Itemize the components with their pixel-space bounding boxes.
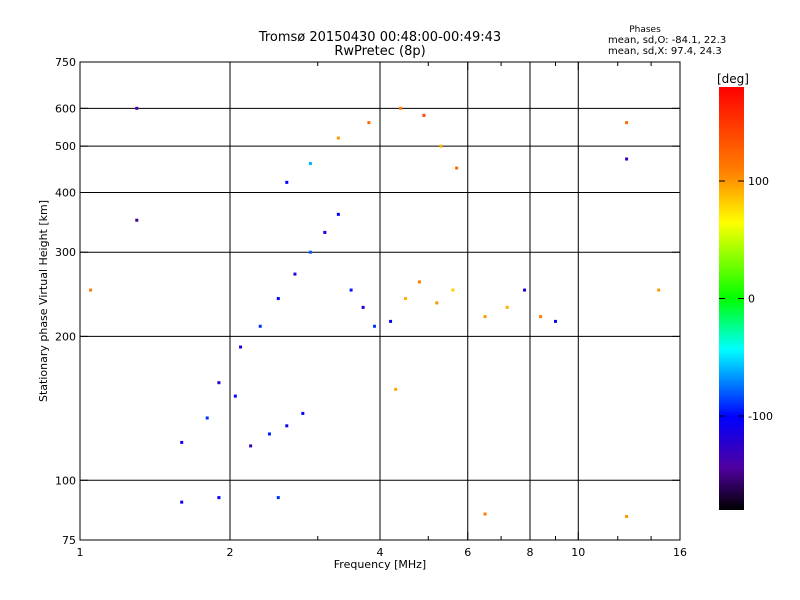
data-point	[625, 514, 629, 518]
data-point	[483, 512, 487, 516]
data-point	[399, 106, 403, 110]
data-point	[553, 319, 557, 323]
stats-header: Phases	[629, 25, 661, 35]
data-point	[258, 324, 262, 328]
data-point	[336, 212, 340, 216]
x-tick-label: 4	[377, 546, 384, 559]
x-tick-label: 16	[673, 546, 687, 559]
data-point	[523, 288, 527, 292]
data-point	[625, 157, 629, 161]
stats-line-o: mean, sd,O: -84.1, 22.3	[608, 35, 726, 46]
x-tick-label: 1	[77, 546, 84, 559]
data-point	[403, 297, 407, 301]
y-tick-label: 200	[55, 330, 76, 343]
y-tick-label: 500	[55, 140, 76, 153]
data-point	[285, 180, 289, 184]
data-point	[285, 424, 289, 428]
data-point	[367, 121, 371, 125]
x-tick-label: 2	[227, 546, 234, 559]
colorbar-tick-label: 0	[748, 293, 755, 306]
colorbar-label: [deg]	[717, 72, 749, 86]
data-point	[394, 387, 398, 391]
x-tick-label: 8	[527, 546, 534, 559]
data-point	[657, 288, 661, 292]
data-point	[323, 230, 327, 234]
data-point	[389, 319, 393, 323]
x-tick-label: 10	[571, 546, 585, 559]
data-point	[439, 144, 443, 148]
data-point	[233, 394, 237, 398]
chart-title: Tromsø 20150430 00:48:00-00:49:43	[258, 30, 501, 45]
data-point	[301, 411, 305, 415]
data-point	[180, 440, 184, 444]
data-point	[276, 297, 280, 301]
data-point	[373, 324, 377, 328]
data-point	[417, 280, 421, 284]
x-axis-label: Frequency [MHz]	[334, 558, 426, 571]
stats-line-x: mean, sd,X: 97.4, 24.3	[608, 46, 722, 57]
data-point	[135, 106, 139, 110]
data-point	[267, 432, 271, 436]
data-point	[336, 136, 340, 140]
data-point	[308, 161, 312, 165]
data-point	[135, 218, 139, 222]
y-tick-label: 75	[62, 534, 76, 547]
data-point	[422, 113, 426, 117]
x-tick-label: 6	[464, 546, 471, 559]
data-point	[451, 288, 455, 292]
data-point	[239, 345, 243, 349]
data-point	[276, 496, 280, 500]
y-tick-label: 400	[55, 186, 76, 199]
grid	[80, 62, 680, 540]
y-tick-label: 300	[55, 246, 76, 259]
y-tick-label: 750	[55, 56, 76, 69]
data-point	[217, 381, 221, 385]
data-point	[625, 121, 629, 125]
chart-subtitle: RwPretec (8p)	[334, 44, 425, 59]
data-point	[308, 250, 312, 254]
data-point	[483, 315, 487, 319]
data-points	[89, 106, 661, 518]
axis-ticks: 1 2 4 6 8 10 16 75 100 200 300 400 500 600 750	[55, 56, 687, 559]
data-point	[505, 305, 509, 309]
y-axis-label: Stationary phase Virtual Height [km]	[37, 200, 50, 402]
colorbar-tick-label: -100	[748, 410, 773, 423]
data-point	[361, 305, 365, 309]
data-point	[293, 272, 297, 276]
data-point	[349, 288, 353, 292]
data-point	[217, 496, 221, 500]
colorbar-tick-label: 100	[748, 175, 769, 188]
data-point	[455, 166, 459, 170]
data-point	[205, 416, 209, 420]
y-tick-label: 600	[55, 102, 76, 115]
data-point	[435, 301, 439, 305]
data-point	[249, 444, 253, 448]
y-tick-label: 100	[55, 474, 76, 487]
data-point	[180, 500, 184, 504]
data-point	[539, 315, 543, 319]
colorbar-ticks: 100 0 -100	[719, 175, 773, 423]
data-point	[89, 288, 93, 292]
